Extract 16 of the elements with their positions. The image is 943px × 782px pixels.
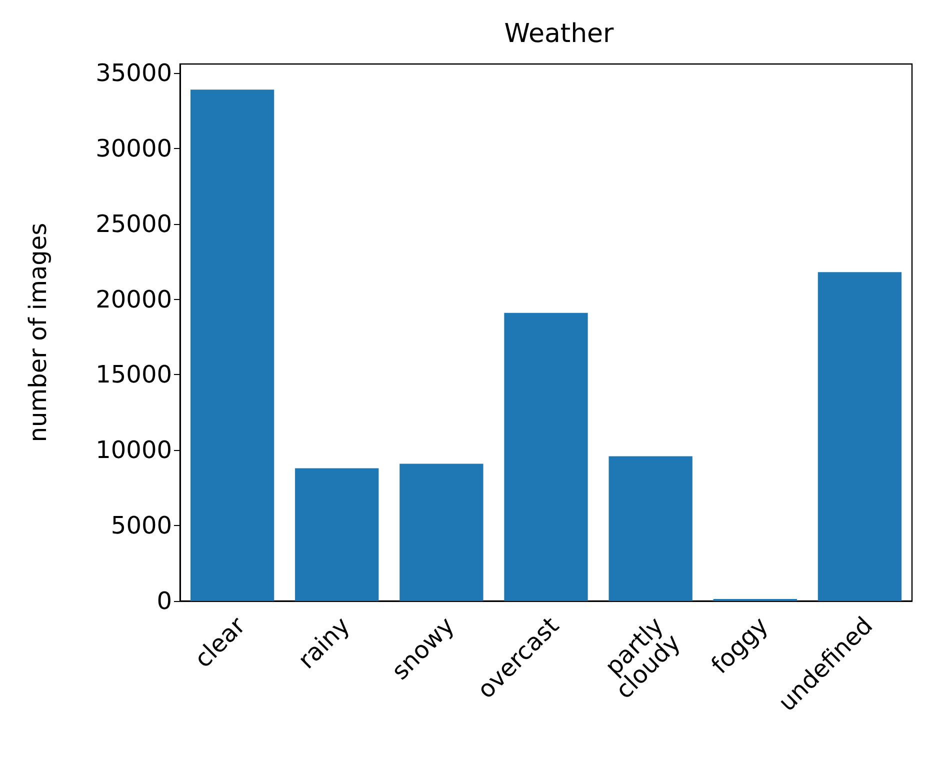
y-tick-label: 25000 <box>96 210 172 238</box>
bar <box>295 468 379 601</box>
bar <box>400 464 484 601</box>
y-tick-label: 20000 <box>96 285 172 314</box>
bar <box>190 90 274 601</box>
y-tick-label: 35000 <box>96 59 172 88</box>
y-tick-label: 10000 <box>96 436 172 464</box>
bar <box>608 456 692 601</box>
y-tick-label: 5000 <box>110 512 172 540</box>
y-tick-label: 15000 <box>96 360 172 389</box>
bar <box>818 272 902 601</box>
y-axis-title: number of images <box>24 222 52 442</box>
bar <box>504 312 588 601</box>
y-tick-label: 30000 <box>96 134 172 162</box>
y-tick-label: 0 <box>156 587 172 615</box>
chart-title: Weather <box>504 19 614 49</box>
